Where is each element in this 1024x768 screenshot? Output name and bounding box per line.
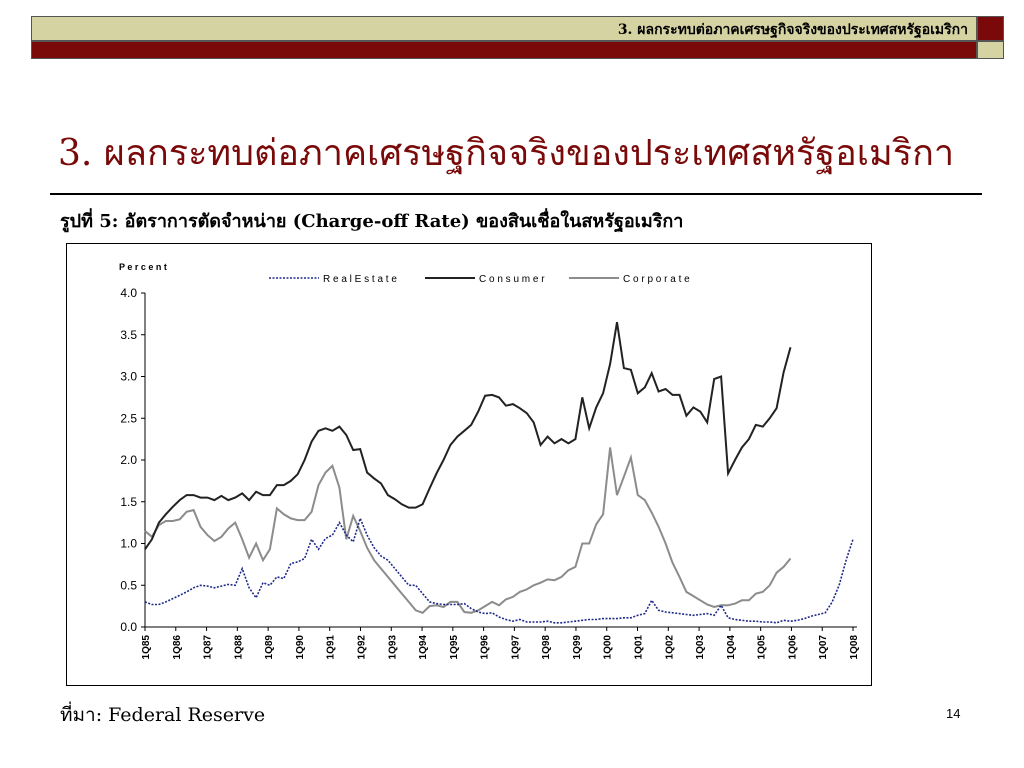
- y-tick-label: 2.0: [120, 453, 137, 467]
- x-tick-label: 1Q07: [818, 635, 829, 660]
- x-tick-label: 1Q08: [849, 635, 860, 660]
- header-accent-square: [977, 16, 1004, 41]
- series-line-1: [144, 322, 792, 550]
- legend-label-2: C o r p o r a t e: [623, 274, 690, 285]
- x-tick-label: 1Q93: [387, 635, 398, 660]
- y-tick-label: 0.0: [120, 620, 137, 634]
- axes: 4.0 3.5 3.0 2.5 2.0 1.5 1.0 0.5 0.0 1Q85 1Q86 1Q87 1…: [120, 286, 860, 659]
- series-line-0: [144, 516, 854, 624]
- x-tick-label: 1Q98: [541, 635, 552, 660]
- charge-off-rate-chart: P e r c e n t R e a l E s t a t e C o n s…: [119, 262, 860, 659]
- y-tick-label: 0.5: [120, 578, 137, 592]
- x-tick-label: 1Q00: [603, 635, 614, 660]
- x-tick-label: 1Q04: [726, 635, 737, 660]
- header-underbar: [31, 41, 977, 59]
- page-number: 14: [946, 706, 961, 721]
- x-tick-label: 1Q05: [757, 635, 768, 660]
- x-tick-label: 1Q95: [449, 635, 460, 660]
- title-divider: [50, 193, 982, 195]
- series-line-2: [144, 447, 792, 614]
- y-tick-label: 2.5: [120, 411, 137, 425]
- x-tick-label: 1Q90: [295, 635, 306, 660]
- x-tick-label: 1Q94: [418, 635, 429, 660]
- series-lines: [144, 322, 854, 624]
- y-tick-label: 1.0: [120, 537, 137, 551]
- y-axis-label: P e r c e n t: [119, 262, 167, 272]
- x-tick-label: 1Q92: [356, 635, 367, 660]
- x-tick-label: 1Q96: [480, 635, 491, 660]
- y-tick-label: 4.0: [120, 286, 137, 300]
- x-tick-label: 1Q01: [634, 635, 645, 660]
- x-tick-label: 1Q03: [695, 635, 706, 660]
- y-tick-label: 3.5: [120, 328, 137, 342]
- header-title: 3. ผลกระทบต่อภาคเศรษฐกิจจริงของประเทศสหร…: [617, 22, 968, 38]
- x-tick-label: 1Q06: [787, 635, 798, 660]
- y-tick-label: 1.5: [120, 495, 137, 509]
- figure-caption: รูปที่ 5: อัตราการตัดจำหน่าย (Charge-off…: [60, 211, 684, 232]
- x-tick-label: 1Q02: [664, 635, 675, 660]
- y-tick-label: 3.0: [120, 370, 137, 384]
- header-accent-square-lower: [977, 41, 1004, 59]
- x-tick-label: 1Q88: [233, 635, 244, 660]
- source-note: ที่มา: Federal Reserve: [60, 704, 266, 726]
- x-tick-label: 1Q89: [264, 635, 275, 660]
- x-tick-label: 1Q97: [510, 635, 521, 660]
- x-tick-label: 1Q99: [572, 635, 583, 660]
- x-tick-label: 1Q86: [172, 635, 183, 660]
- header-bar: 3. ผลกระทบต่อภาคเศรษฐกิจจริงของประเทศสหร…: [31, 16, 977, 41]
- x-tick-label: 1Q85: [141, 635, 152, 660]
- legend: R e a l E s t a t e C o n s u m e r C o r …: [269, 274, 690, 285]
- x-tick-label: 1Q87: [203, 635, 214, 660]
- slide-title: 3. ผลกระทบต่อภาคเศรษฐกิจจริงของประเทศสหร…: [58, 133, 955, 174]
- legend-label-1: C o n s u m e r: [479, 274, 545, 285]
- x-tick-label: 1Q91: [326, 635, 337, 660]
- chart-frame: P e r c e n t R e a l E s t a t e C o n s…: [66, 243, 872, 686]
- legend-label-0: R e a l E s t a t e: [323, 274, 397, 285]
